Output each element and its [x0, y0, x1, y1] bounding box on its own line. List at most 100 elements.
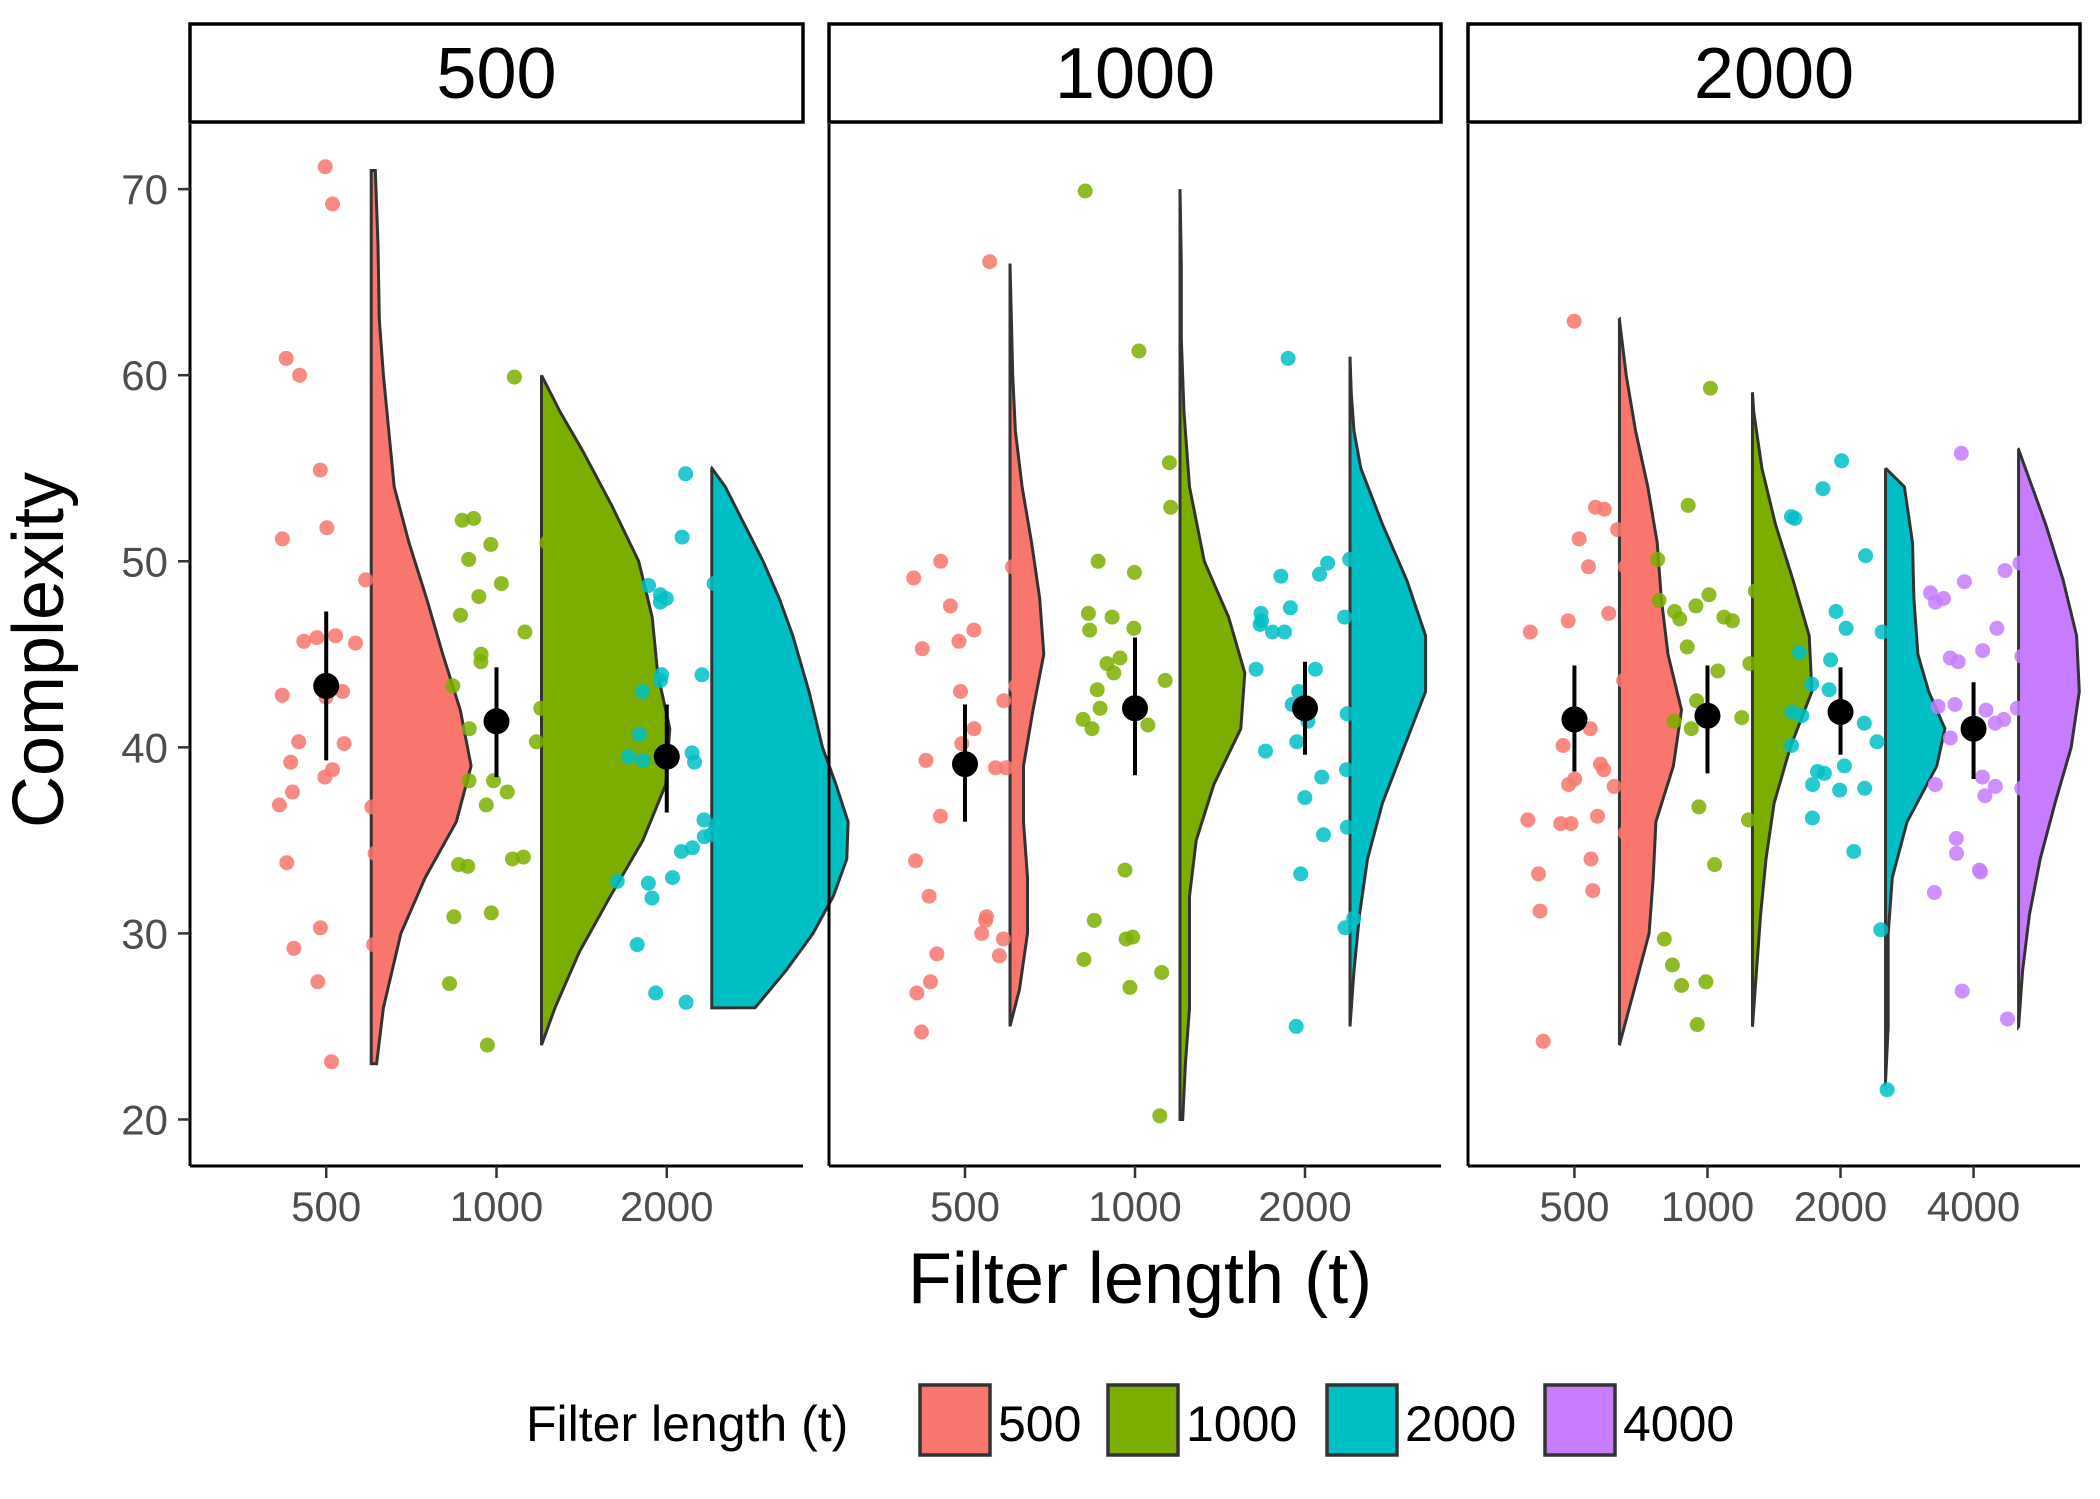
violin-1000 [1178, 189, 1247, 1122]
data-point [1950, 654, 1966, 670]
data-point [309, 630, 325, 646]
data-point [1873, 922, 1889, 938]
data-point [1948, 831, 1964, 846]
data-point [2014, 780, 2030, 796]
data-point [1832, 782, 1848, 798]
data-point [1928, 594, 1943, 610]
data-point [1163, 499, 1179, 515]
data-point [1804, 810, 1820, 826]
data-point [285, 784, 300, 800]
mean-point [1827, 698, 1854, 725]
data-point [493, 576, 509, 592]
data-point [1828, 604, 1844, 619]
data-point [1997, 563, 2013, 579]
data-point [1288, 1018, 1304, 1034]
data-point [621, 749, 636, 765]
facet-strips: 500 1000 2000 [188, 22, 2082, 124]
x-tick-label: 2000 [1794, 1183, 1887, 1230]
data-point [914, 641, 930, 657]
data-point [1973, 864, 1988, 880]
data-point [310, 974, 326, 990]
data-point [1815, 481, 1831, 497]
data-point [528, 734, 544, 750]
data-point [687, 754, 702, 770]
data-point [629, 937, 645, 953]
data-point [648, 985, 664, 1001]
data-point [1086, 912, 1102, 928]
data-point [1674, 978, 1689, 993]
data-point [1974, 769, 1990, 785]
data-point [279, 855, 295, 871]
data-point [1617, 825, 1633, 841]
data-point [694, 667, 710, 683]
x-tick-label: 500 [930, 1183, 1000, 1230]
data-point [1122, 979, 1138, 995]
data-point [1701, 587, 1717, 603]
data-point [283, 754, 299, 770]
data-point [1650, 551, 1666, 567]
data-point [2014, 648, 2030, 664]
data-point [1092, 700, 1108, 716]
data-point [506, 369, 522, 385]
x-tick-label: 1000 [1661, 1183, 1754, 1230]
violin-1000 [540, 374, 672, 1046]
data-point [1834, 453, 1850, 469]
data-point [1838, 620, 1854, 636]
data-point [2009, 700, 2025, 716]
data-point [317, 769, 333, 785]
y-tick-label: 70 [121, 166, 168, 213]
legend-key [918, 1383, 992, 1457]
mean-point [1960, 715, 1987, 742]
facet-strip-label: 2000 [1694, 34, 1854, 114]
data-point [1784, 738, 1799, 753]
legend-key [1106, 1383, 1180, 1457]
data-point [1601, 605, 1617, 621]
data-point [1582, 721, 1598, 737]
mean-point [483, 708, 510, 735]
data-point [1342, 551, 1358, 567]
data-point [631, 726, 647, 742]
data-point [1879, 1082, 1895, 1098]
data-point [1560, 613, 1576, 629]
data-point [953, 684, 968, 699]
data-point [923, 974, 938, 990]
mean-point [952, 751, 978, 778]
mean-point [1122, 695, 1148, 722]
group-2000-4000 [1923, 445, 2081, 1032]
mean-point [313, 672, 340, 699]
y-tick-label: 20 [121, 1096, 168, 1143]
data-point [461, 551, 477, 567]
data-point [479, 1037, 495, 1053]
data-point [364, 799, 380, 815]
facet-strip-box [1466, 22, 2082, 124]
data-point [1651, 592, 1667, 608]
mean-point [653, 743, 680, 770]
y-tick-label: 60 [121, 352, 168, 399]
data-point [951, 633, 967, 649]
data-point [1282, 600, 1298, 616]
data-point [1291, 684, 1307, 699]
legend-item-4000: 4000 [1543, 1383, 1734, 1457]
data-point [1846, 844, 1862, 859]
group-500-500 [271, 159, 473, 1070]
data-point [1337, 609, 1353, 625]
data-point [1280, 350, 1296, 366]
data-point [486, 773, 501, 789]
data-point [1680, 497, 1696, 513]
data-point [1804, 676, 1820, 692]
x-tick-label: 500 [1539, 1183, 1609, 1230]
data-point [1161, 455, 1177, 471]
data-point [336, 736, 352, 752]
legend-items: 500 1000 2000 4000 [918, 1383, 1734, 1457]
data-point [1076, 952, 1092, 967]
x-tick-label: 2000 [620, 1183, 713, 1230]
data-point [1154, 965, 1170, 980]
data-point [1742, 656, 1758, 672]
data-point [271, 797, 287, 813]
legend-label: 1000 [1186, 1396, 1297, 1452]
y-tick-label: 40 [121, 724, 168, 771]
data-point [312, 462, 328, 478]
data-point [324, 1054, 339, 1070]
violin-2000 [1348, 356, 1428, 1027]
